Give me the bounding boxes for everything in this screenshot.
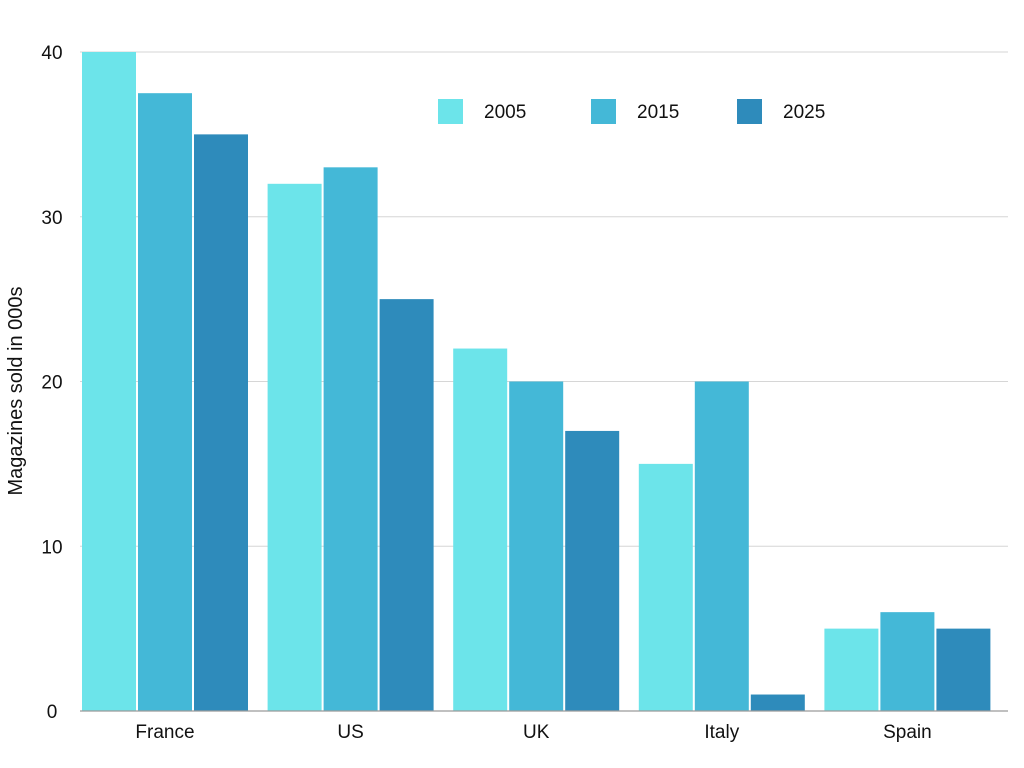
legend-label: 2005 [484, 102, 526, 123]
y-tick-label: 10 [41, 537, 62, 558]
legend-swatch [591, 99, 616, 124]
bar-uk-2005 [453, 348, 508, 711]
bar-us-2025 [379, 299, 434, 711]
bar-italy-2025 [750, 694, 805, 711]
legend-swatch [737, 99, 762, 124]
bar-us-2005 [267, 183, 322, 712]
y-tick-label: 20 [41, 373, 62, 394]
x-axis-ticks: France US UK Italy Spain [135, 722, 931, 743]
bar-spain-2025 [936, 628, 991, 711]
bar-spain-2015 [880, 612, 935, 711]
legend-label: 2025 [783, 102, 825, 123]
bar-spain-2005 [824, 628, 879, 711]
bar-us-2015 [323, 167, 378, 711]
bar-france-2005 [82, 52, 136, 711]
bar-france-2015 [138, 93, 192, 711]
x-tick-label: US [337, 722, 363, 743]
bar-france-2025 [194, 134, 248, 711]
bar-uk-2025 [565, 430, 620, 711]
bar-italy-2005 [638, 463, 693, 711]
x-tick-label: Spain [883, 722, 932, 743]
y-tick-label: 30 [41, 208, 62, 229]
y-axis-ticks: 0 10 20 30 40 [41, 43, 62, 723]
legend: 2005 2015 2025 [438, 99, 825, 124]
x-tick-label: UK [523, 722, 550, 743]
legend-swatch [438, 99, 463, 124]
y-tick-label: 0 [47, 702, 58, 723]
bars [82, 52, 991, 712]
bar-italy-2015 [694, 381, 749, 711]
x-tick-label: Italy [704, 722, 739, 743]
legend-label: 2015 [637, 102, 679, 123]
y-tick-label: 40 [41, 43, 62, 64]
x-tick-label: France [135, 722, 194, 743]
y-axis-title: Magazines sold in 000s [5, 286, 27, 495]
bar-uk-2015 [509, 381, 564, 711]
